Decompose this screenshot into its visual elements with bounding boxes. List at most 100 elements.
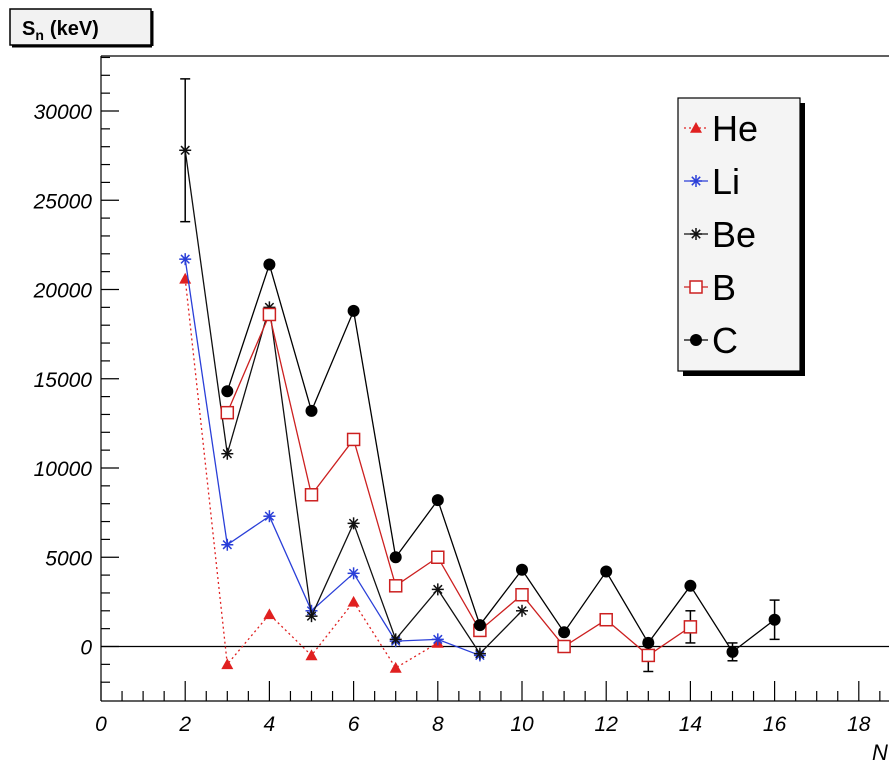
series-b-point-shape xyxy=(220,405,235,420)
legend-c-label: C xyxy=(712,320,738,361)
series-b-point-shape xyxy=(262,307,277,322)
series-he-point-shape xyxy=(179,272,192,284)
series-b-point xyxy=(304,488,319,502)
legend-b-marker-shape xyxy=(689,280,703,294)
legend-b-marker xyxy=(689,280,703,294)
series-c-point xyxy=(684,579,697,592)
series-c-point xyxy=(726,645,739,658)
series-he-point xyxy=(221,658,234,670)
legend: He Li Be BC xyxy=(677,97,805,376)
series-c-point xyxy=(305,404,318,417)
series-b-point-shape xyxy=(557,639,571,654)
y-tick-label: 30000 xyxy=(34,101,93,124)
series-c-point-shape xyxy=(768,613,781,626)
series-b-point xyxy=(262,307,277,322)
legend-he-marker xyxy=(690,122,702,133)
series-li-point xyxy=(179,253,192,266)
x-tick-label: 12 xyxy=(595,713,619,736)
series-layer xyxy=(179,78,781,673)
legend-he-label: He xyxy=(712,108,758,149)
x-axis-label: N xyxy=(872,740,888,764)
legend-c-marker-shape xyxy=(690,334,702,346)
series-c-point-shape xyxy=(558,626,571,639)
legend-item-li: Li xyxy=(684,161,740,202)
series-c-point-shape xyxy=(431,494,444,507)
series-b xyxy=(220,307,698,673)
series-be-point xyxy=(305,610,318,623)
y-axis-title-main: S xyxy=(22,18,35,40)
y-axis-title-box: Sn (keV) xyxy=(9,8,154,48)
axes: 0 2 4 6 8 10 12 14 16 18 0 5000 10000 15000 20000 25000… xyxy=(33,56,889,736)
series-b-point-shape xyxy=(515,587,529,602)
series-li-point xyxy=(263,510,276,523)
series-he-point xyxy=(179,272,192,284)
series-b-point xyxy=(431,550,445,564)
y-tick-label: 15000 xyxy=(34,369,93,392)
series-he-point-shape xyxy=(305,649,318,661)
series-be-point xyxy=(389,633,402,646)
series-li-point xyxy=(221,538,234,551)
legend-li-marker xyxy=(690,175,702,187)
x-tick-label: 14 xyxy=(679,713,702,736)
series-c-point-shape xyxy=(600,565,613,578)
series-b-point-shape xyxy=(641,648,656,663)
legend-item-b: B xyxy=(684,267,736,308)
x-tick-label: 16 xyxy=(763,713,787,736)
series-c-point xyxy=(600,565,613,578)
series-c-line xyxy=(226,262,775,653)
x-tick-label: 18 xyxy=(847,713,871,736)
y-axis-title: Sn (keV) xyxy=(22,18,99,43)
series-be-point xyxy=(179,144,192,157)
y-tick-label: 0 xyxy=(80,637,92,660)
legend-item-he: He xyxy=(684,108,758,149)
series-b-point xyxy=(515,587,529,602)
legend-item-c: C xyxy=(684,320,738,361)
series-he-point xyxy=(305,649,318,661)
legend-he-marker-shape xyxy=(690,122,702,133)
legend-c-marker xyxy=(690,334,702,346)
series-b-point xyxy=(388,579,403,593)
series-c-point xyxy=(516,563,528,576)
x-tick-label: 4 xyxy=(264,713,276,736)
x-tick-label: 10 xyxy=(510,713,534,736)
y-tick-label: 5000 xyxy=(45,547,92,570)
legend-b-label: B xyxy=(712,267,736,308)
series-b-point xyxy=(220,405,235,420)
series-he-point-shape xyxy=(263,608,276,620)
series-c-point xyxy=(768,613,781,626)
legend-be-label: Be xyxy=(712,214,756,255)
series-he-point xyxy=(263,608,276,620)
x-tick-label: 2 xyxy=(178,713,191,736)
series-b-point xyxy=(641,648,656,663)
series-he-point-shape xyxy=(221,658,234,670)
y-tick-label: 25000 xyxy=(33,190,93,213)
series-c-point-shape xyxy=(516,563,528,576)
series-c-point-shape xyxy=(726,645,739,658)
series-be xyxy=(179,78,528,660)
series-c-point xyxy=(221,385,234,398)
series-c-point xyxy=(642,636,655,649)
series-c-point-shape xyxy=(305,404,318,417)
y-tick-label: 20000 xyxy=(33,280,93,303)
legend-li-label: Li xyxy=(712,161,740,202)
series-c-point xyxy=(389,551,402,564)
series-li-point xyxy=(431,633,444,646)
series-b-point xyxy=(346,432,361,447)
series-b-point-shape xyxy=(304,488,319,502)
series-c-point-shape xyxy=(263,258,276,271)
series-c-point xyxy=(431,494,444,507)
series-c-point xyxy=(473,619,486,632)
series-c-point xyxy=(347,304,360,317)
series-he-point-shape xyxy=(347,595,360,607)
series-b-line xyxy=(226,312,691,657)
series-be-point xyxy=(516,604,528,617)
series-li xyxy=(179,253,486,662)
x-tick-label: 6 xyxy=(348,713,360,736)
series-be-point xyxy=(221,447,234,460)
series-c xyxy=(221,258,781,662)
series-be-point xyxy=(431,583,444,596)
series-c-point-shape xyxy=(389,551,402,564)
series-b-point xyxy=(557,639,571,654)
series-c-point xyxy=(263,258,276,271)
series-b-point-shape xyxy=(388,579,403,593)
